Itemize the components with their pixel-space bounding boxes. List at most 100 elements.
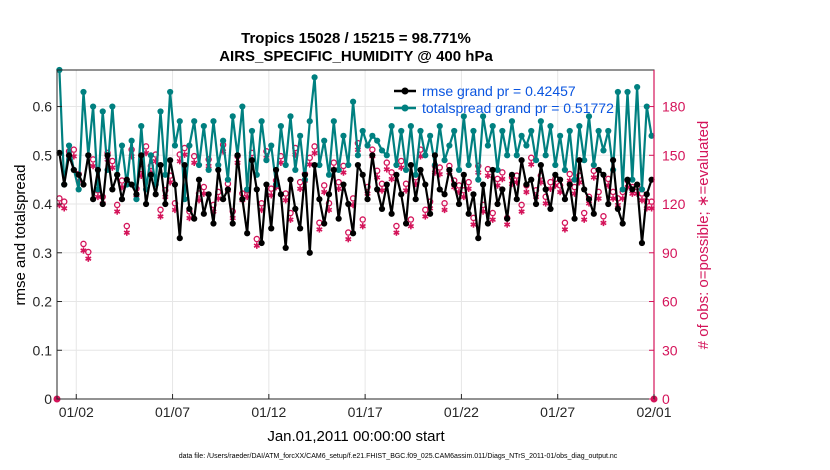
chart-title: Tropics 15028 / 15215 = 98.771% [241,30,471,47]
obs-evaluated-point [523,188,530,196]
totalspread-point [624,88,631,96]
obs-possible-point [441,200,448,207]
totalspread-point [436,122,443,130]
rmse-point [152,191,159,198]
rmse-point [349,230,357,237]
totalspread-point [340,132,347,139]
totalspread-point [292,166,299,174]
totalspread-point [335,166,342,174]
rmse-point [176,235,183,242]
totalspread-point [364,142,371,149]
rmse-point [595,166,602,174]
rmse-point [109,186,116,193]
obs-possible-point [70,146,78,153]
rmse-point [605,200,612,208]
totalspread-point [513,152,520,159]
obs-evaluated-point [441,206,448,214]
obs-possible-point [489,209,496,217]
obs-possible-point [123,222,131,230]
totalspread-point [494,166,501,174]
obs-evaluated-point [600,219,607,227]
rmse-point [186,205,193,213]
obs-evaluated-point [470,221,477,228]
totalspread-point [581,157,588,164]
rmse-point [292,205,299,213]
rmse-point [513,196,520,203]
rmse-point [446,166,453,174]
rmse-point [80,181,87,188]
data-file-footnote: data file: /Users/raeder/DAI/ATM_forcXX/… [179,453,618,460]
rmse-point [528,176,535,183]
obs-evaluated-point [590,174,597,181]
obs-possible-point [320,182,328,189]
rmse-point [552,171,559,178]
rmse-point [277,191,284,198]
rmse-point [489,166,496,174]
totalspread-point [75,186,82,193]
obs-evaluated-point [89,162,97,170]
totalspread-point [224,176,232,183]
x-tick-label: 01/12 [251,404,286,420]
obs-possible-point [113,201,121,209]
rmse-point [388,210,395,217]
rmse-point [133,191,140,198]
totalspread-point [330,118,337,125]
totalspread-point [378,147,386,154]
rmse-point [600,171,607,178]
totalspread-point [138,122,145,130]
totalspread-point [176,118,183,125]
rmse-point [301,171,309,178]
totalspread-point [634,83,641,91]
y-tick-label: 0.4 [33,196,53,212]
totalspread-point [638,186,646,193]
rmse-point [431,152,439,159]
totalspread-point [248,127,256,135]
rmse-point [484,220,491,227]
totalspread-point [571,176,578,183]
rmse-point [624,176,631,183]
totalspread-point [383,152,390,159]
rmse-point [436,186,443,193]
totalspread-point [412,171,419,178]
obs-possible-point [330,159,338,166]
legend-rmse-marker [401,87,409,95]
rmse-point [118,196,126,203]
totalspread-point [407,122,414,130]
totalspread-point [316,161,323,169]
obs-evaluated-point [638,196,646,204]
obs-evaluated-point [359,222,366,230]
obs-evaluated-point [316,226,323,233]
totalspread-point [220,137,227,144]
rmse-point [407,161,414,169]
totalspread-point [109,103,116,110]
rmse-point [494,200,501,208]
totalspread-point [200,122,207,130]
totalspread-point [99,108,106,115]
obs-evaluated-point [518,208,525,215]
obs-evaluated-point [191,159,198,166]
rmse-point [297,225,304,232]
obs-evaluated-point [340,169,347,176]
obs-evaluated-point [484,172,492,179]
y-right-tick-label: 60 [662,294,678,310]
obs-evaluated-point [609,195,617,202]
obs-evaluated-point [123,229,130,236]
totalspread-point [585,113,593,120]
y-axis-label: rmse and totalspread [12,165,29,306]
obs-possible-point [547,178,554,186]
y-right-tick-label: 30 [662,342,678,358]
totalspread-point [552,161,559,169]
y-tick-label: 0.6 [33,99,53,115]
rmse-point [532,200,540,208]
rmse-point [479,181,487,188]
rmse-point [171,181,179,188]
rmse-point [402,220,410,227]
totalspread-point [157,108,164,115]
totalspread-point [451,127,458,135]
totalspread-point [128,137,135,144]
rmse-point [518,157,525,164]
totalspread-point [258,118,265,125]
obs-evaluated-point [61,205,68,212]
totalspread-point [547,122,554,130]
rmse-point [451,181,458,188]
